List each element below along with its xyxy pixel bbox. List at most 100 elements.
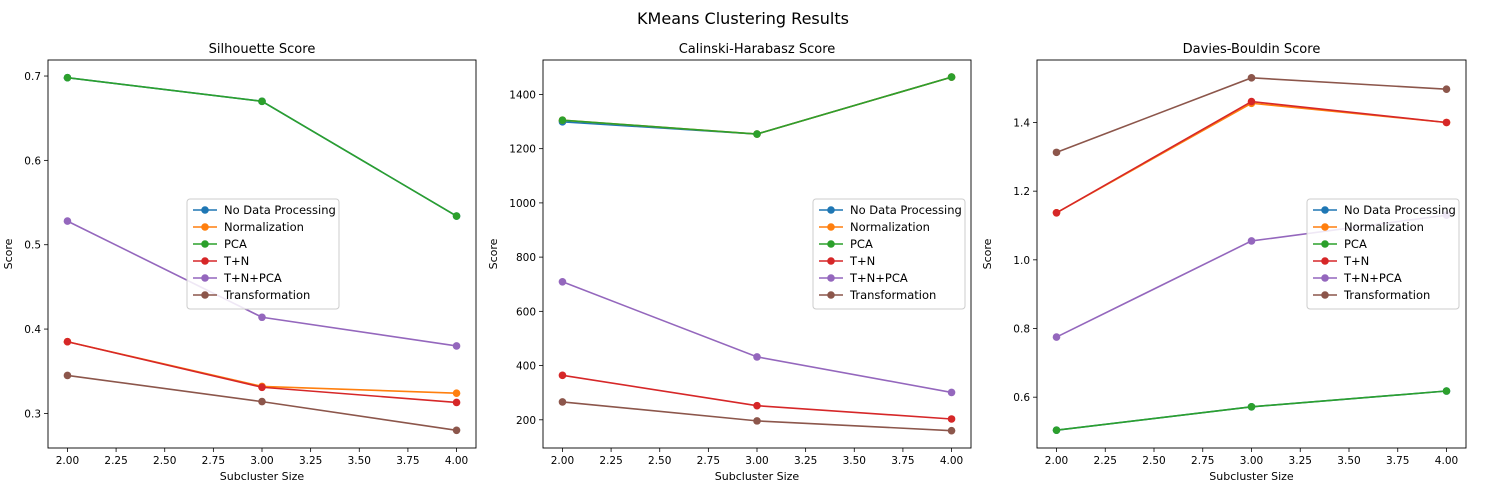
data-point	[1052, 148, 1061, 157]
y-tick-label: 0.4	[24, 324, 41, 336]
legend: No Data Processing Normalization PCA T+N T+N…	[1306, 198, 1460, 310]
data-point	[258, 383, 266, 392]
data-point	[947, 73, 956, 81]
x-tick-label: 3.75	[891, 455, 914, 467]
x-tick-label: 2.75	[1191, 455, 1214, 467]
legend-item: PCA	[1313, 237, 1367, 251]
legend-label: No Data Processing	[224, 203, 336, 217]
y-tick-label: 800	[516, 252, 536, 264]
legend-marker	[1321, 291, 1329, 299]
legend-label: Transformation	[849, 288, 936, 302]
x-tick-label: 4.00	[1435, 455, 1458, 467]
legend-item: PCA	[193, 237, 247, 251]
legend-marker	[201, 257, 209, 265]
y-tick-label: 0.5	[24, 240, 41, 252]
legend-label: Normalization	[224, 220, 304, 234]
x-tick-label: 3.75	[396, 455, 419, 467]
legend-marker	[1321, 240, 1329, 248]
x-tick-label: 3.25	[299, 455, 322, 467]
x-tick-label: 3.25	[1289, 455, 1312, 467]
y-axis-label: Score	[2, 238, 15, 269]
x-axis-label: Subcluster Size	[1209, 470, 1294, 483]
x-tick-label: 2.25	[599, 455, 622, 467]
x-tick-label: 3.00	[745, 455, 768, 467]
legend-marker	[1321, 274, 1329, 282]
subplot-silhouette: Silhouette Score 2.00 2.25 2.50 2.75 3.00 3.25…	[2, 42, 477, 483]
legend-item: Normalization	[193, 220, 304, 234]
legend-label: T+N	[849, 254, 875, 268]
x-tick-label: 3.25	[794, 455, 817, 467]
data-point	[1442, 387, 1451, 395]
x-tick-label: 2.00	[56, 455, 79, 467]
legend-label: T+N+PCA	[849, 271, 908, 285]
data-point	[1442, 85, 1451, 93]
legend-marker	[827, 223, 835, 231]
y-axis-label: Score	[981, 238, 994, 269]
legend-item: T+N+PCA	[1313, 271, 1402, 285]
data-point	[258, 97, 266, 106]
data-point	[1052, 333, 1061, 341]
data-point	[558, 371, 567, 380]
y-tick-label: 1.4	[1013, 117, 1030, 129]
plot-title: Calinski-Harabasz Score	[679, 42, 836, 57]
legend-label: PCA	[850, 237, 873, 251]
legend-item: T+N+PCA	[193, 271, 282, 285]
subplot-calinski-harabasz: Calinski-Harabasz Score 2.00 2.25 2.50 2.75 3…	[487, 42, 972, 483]
x-tick-label: 4.00	[445, 455, 468, 467]
data-point	[1247, 237, 1256, 245]
data-point	[947, 426, 956, 435]
legend-box	[186, 198, 340, 310]
subplot-davies-bouldin: Davies-Bouldin Score 2.00 2.25 2.50 2.75 3.00…	[981, 42, 1467, 483]
x-tick-label: 3.75	[1386, 455, 1409, 467]
x-tick-label: 3.50	[843, 455, 866, 467]
y-tick-label: 1.0	[1013, 255, 1030, 267]
legend-label: No Data Processing	[1344, 203, 1456, 217]
legend-item: PCA	[819, 237, 873, 251]
legend-item: T+N	[193, 254, 249, 268]
legend-item: No Data Processing	[819, 203, 962, 217]
legend-item: T+N	[1313, 254, 1369, 268]
data-point	[753, 353, 761, 361]
legend-label: Normalization	[850, 220, 930, 234]
y-tick-label: 0.6	[24, 155, 41, 167]
y-tick-label: 1000	[509, 198, 536, 210]
plot-title: Davies-Bouldin Score	[1183, 42, 1321, 57]
legend-item: Normalization	[819, 220, 930, 234]
y-axis-label: Score	[487, 238, 500, 269]
data-point	[753, 401, 761, 410]
legend-label: Transformation	[1343, 288, 1430, 302]
legend-label: PCA	[1344, 237, 1367, 251]
figure-title: KMeans Clustering Results	[637, 9, 849, 28]
legend-label: PCA	[224, 237, 247, 251]
x-tick-label: 2.50	[648, 455, 671, 467]
data-point	[452, 398, 461, 407]
x-axis-label: Subcluster Size	[220, 470, 305, 483]
data-point	[1247, 97, 1256, 106]
legend: No Data Processing Normalization PCA T+N T+N…	[812, 198, 966, 310]
series-line	[1056, 100, 1447, 214]
legend-label: Normalization	[1344, 220, 1424, 234]
plot-title: Silhouette Score	[209, 42, 316, 57]
data-point	[1247, 74, 1256, 82]
legend-box	[1306, 198, 1460, 310]
x-tick-label: 2.50	[153, 455, 176, 467]
series-line	[67, 340, 457, 404]
data-point	[753, 130, 761, 138]
legend-marker	[827, 240, 835, 248]
y-tick-label: 1.2	[1013, 186, 1030, 198]
legend-item: T+N	[819, 254, 875, 268]
legend-marker	[1321, 223, 1329, 231]
legend-label: T+N+PCA	[1343, 271, 1402, 285]
data-point	[1052, 208, 1061, 217]
data-point	[947, 388, 956, 397]
x-tick-label: 2.75	[697, 455, 720, 467]
y-tick-label: 0.7	[24, 71, 41, 83]
legend-marker	[201, 240, 209, 248]
data-point	[63, 217, 72, 225]
x-tick-label: 4.00	[940, 455, 963, 467]
x-tick-label: 3.50	[348, 455, 371, 467]
data-point	[558, 398, 567, 406]
x-tick-label: 3.00	[250, 455, 273, 467]
legend-marker	[201, 206, 209, 214]
data-point	[947, 415, 956, 423]
